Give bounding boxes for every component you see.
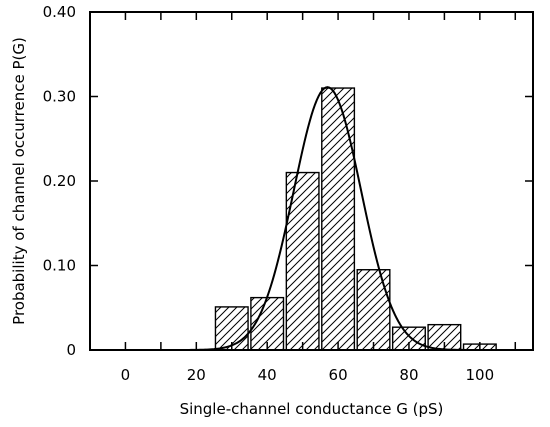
x-axis-title: Single-channel conductance G (pS) — [180, 400, 444, 418]
y-tick-label: 0.20 — [43, 172, 76, 190]
x-tick-label: 0 — [121, 366, 131, 384]
y-tick-label: 0.40 — [43, 3, 76, 21]
x-tick-label: 20 — [187, 366, 206, 384]
y-axis-title: Probability of channel occurrence P(G) — [10, 37, 28, 325]
x-tick-label: 40 — [258, 366, 277, 384]
y-tick-label: 0.30 — [43, 88, 76, 106]
x-tick-label: 100 — [466, 366, 495, 384]
x-tick-label: 60 — [329, 366, 348, 384]
y-tick-label: 0.10 — [43, 257, 76, 275]
fit-curve — [125, 86, 516, 351]
bars — [214, 87, 497, 351]
bar-60 — [321, 87, 356, 351]
ticks: 0 20 40 60 80 100 0 0.10 0.20 0.30 0.40 — [43, 3, 533, 384]
x-tick-label: 80 — [399, 366, 418, 384]
y-tick-label: 0 — [66, 341, 76, 359]
bar-70 — [356, 269, 391, 351]
